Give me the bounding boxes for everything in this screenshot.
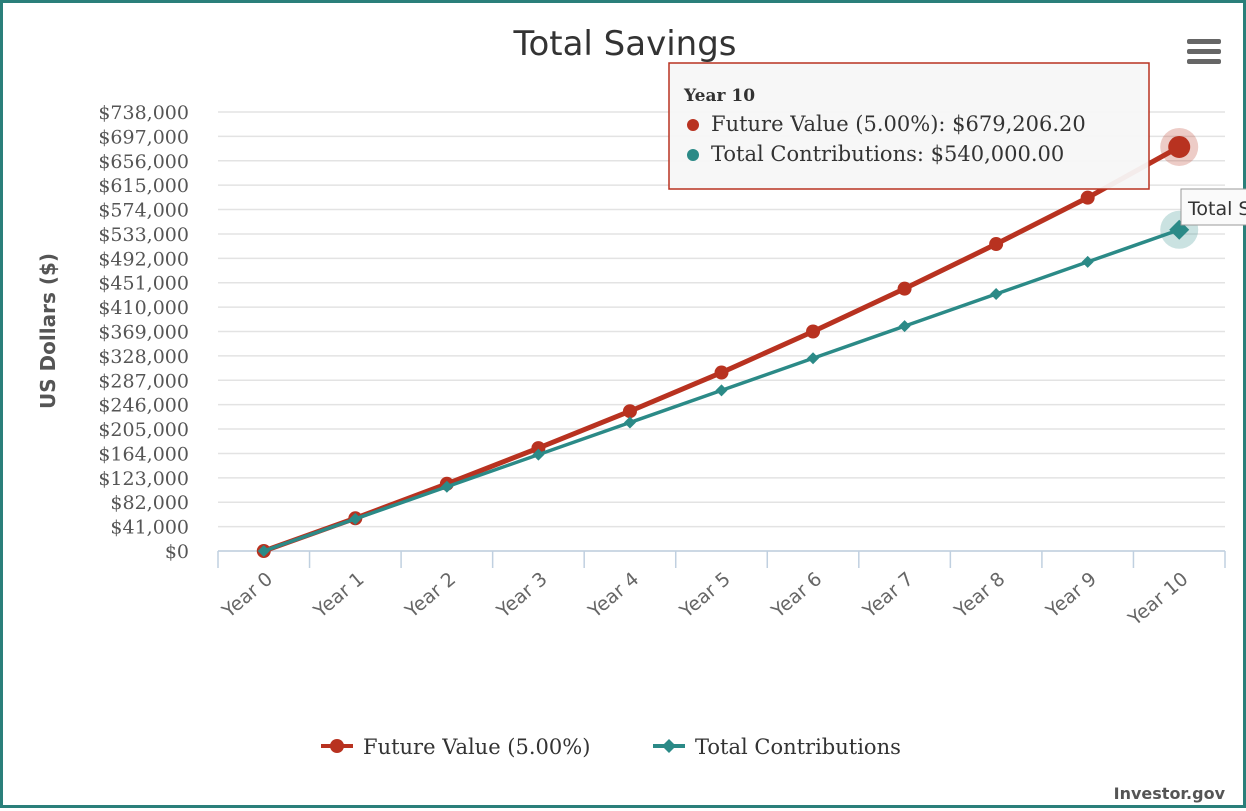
y-axis: $0$41,000 $82,000$123,000 $164,000$205,000…	[98, 102, 189, 563]
data-point[interactable]	[714, 365, 729, 380]
data-point[interactable]	[897, 281, 912, 296]
data-point[interactable]	[349, 512, 362, 525]
data-point[interactable]	[898, 320, 911, 333]
legend-swatch-marker	[662, 739, 676, 753]
y-tick-label: $656,000	[98, 151, 189, 173]
data-point[interactable]	[440, 480, 453, 493]
y-tick-label: $492,000	[98, 248, 189, 270]
data-point[interactable]	[990, 288, 1003, 301]
tooltip-marker-total-contributions	[687, 149, 699, 161]
data-point[interactable]	[989, 237, 1004, 252]
data-point[interactable]	[532, 448, 545, 461]
y-tick-label: $533,000	[98, 224, 189, 246]
series-layer	[256, 127, 1199, 558]
partial-tooltip: Total S	[1180, 188, 1246, 226]
x-tick-label: Year 10	[1124, 568, 1193, 631]
x-axis: Year 0 Year 1 Year 2 Year 3 Year 4 Year 5 Year…	[217, 550, 1226, 631]
data-point[interactable]	[806, 324, 821, 339]
data-point[interactable]	[257, 545, 270, 557]
chart-title: Total Savings	[512, 24, 736, 64]
y-tick-label: $615,000	[98, 175, 189, 197]
y-axis-label: US Dollars ($)	[36, 253, 60, 409]
legend: Future Value (5.00%) Total Contributions	[321, 735, 901, 759]
x-tick-label: Year 2	[400, 568, 460, 623]
y-tick-label: $574,000	[98, 200, 189, 222]
data-point[interactable]	[715, 384, 728, 397]
tooltip-label-future-value: Future Value (5.00%)	[711, 112, 938, 136]
x-tick-label: Year 4	[584, 568, 644, 623]
x-tick-label: Year 8	[950, 568, 1010, 623]
x-tick-label: Year 6	[767, 568, 827, 623]
series-future-value	[256, 127, 1199, 558]
credit-link[interactable]: Investor.gov	[1114, 784, 1226, 803]
y-tick-label: $451,000	[98, 273, 189, 295]
hamburger-menu-icon[interactable]	[1185, 37, 1221, 65]
data-point[interactable]	[1168, 135, 1191, 158]
y-tick-label: $328,000	[98, 346, 189, 368]
partial-tooltip-text: Total S	[1187, 198, 1246, 220]
y-tick-label: $738,000	[98, 102, 189, 124]
data-point[interactable]	[807, 352, 820, 365]
tooltip-header: Year 10	[683, 86, 755, 106]
y-tick-label: $287,000	[98, 370, 189, 392]
data-point[interactable]	[623, 416, 636, 429]
chart-svg: Total Savings $0$41,000 $82,000$123,000 $1…	[36, 24, 1246, 803]
tooltip-label-total-contributions: Total Contributions	[711, 142, 917, 166]
x-tick-label: Year 9	[1041, 568, 1101, 623]
y-tick-label: $246,000	[98, 395, 189, 417]
tooltip: Year 10 Future Value (5.00%): $679,206.2…	[668, 62, 1150, 190]
y-tick-label: $0	[165, 541, 189, 563]
x-tick-label: Year 7	[858, 568, 918, 623]
y-tick-label: $410,000	[98, 297, 189, 319]
y-tick-label: $82,000	[110, 492, 189, 514]
data-point[interactable]	[1080, 190, 1095, 205]
tooltip-value-total-contributions: $540,000.00	[931, 142, 1065, 166]
legend-swatch-marker	[330, 739, 344, 753]
x-tick-label: Year 0	[217, 568, 277, 623]
tooltip-marker-future-value	[687, 119, 699, 131]
series-line	[262, 144, 1181, 554]
x-tick-label: Year 1	[309, 568, 369, 623]
y-tick-label: $205,000	[98, 419, 189, 441]
y-tick-label: $697,000	[98, 126, 189, 148]
tooltip-line-future-value: Future Value (5.00%): $679,206.20	[711, 112, 1086, 136]
tooltip-value-future-value: $679,206.20	[952, 112, 1086, 136]
tooltip-line-total-contributions: Total Contributions: $540,000.00	[711, 142, 1064, 166]
series-total-contributions	[257, 210, 1199, 557]
legend-label: Total Contributions	[695, 735, 901, 759]
y-tick-label: $369,000	[98, 322, 189, 344]
legend-item-total-contributions[interactable]: Total Contributions	[653, 735, 901, 759]
y-tick-label: $164,000	[98, 443, 189, 465]
x-tick-label: Year 5	[675, 568, 735, 623]
legend-item-future-value[interactable]: Future Value (5.00%)	[321, 735, 590, 759]
data-point[interactable]	[622, 404, 637, 419]
y-tick-label: $123,000	[98, 468, 189, 490]
legend-label: Future Value (5.00%)	[363, 735, 590, 759]
y-tick-label: $41,000	[110, 517, 189, 539]
data-point[interactable]	[1081, 255, 1094, 268]
x-tick-label: Year 3	[492, 568, 552, 623]
